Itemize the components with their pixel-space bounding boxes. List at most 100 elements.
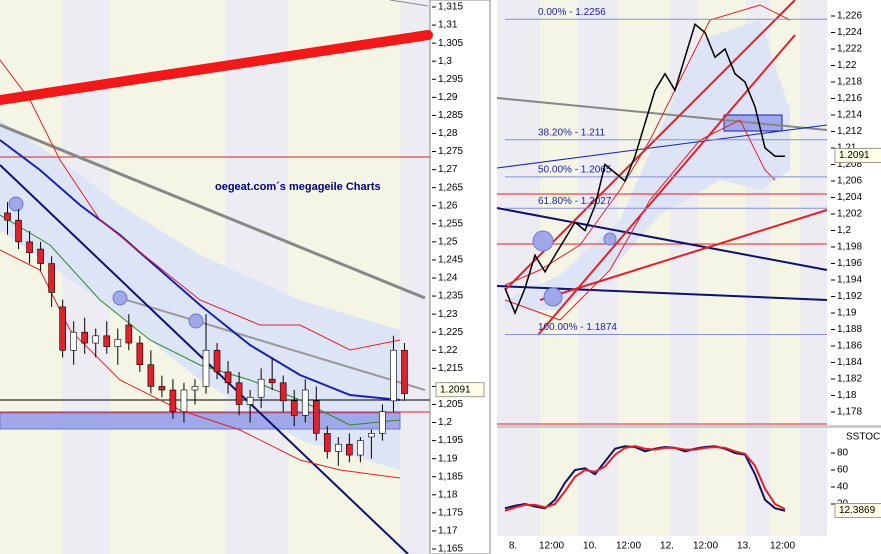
candle-body <box>59 306 66 351</box>
y-tick-label: 1,305 <box>438 38 463 49</box>
y-tick-label: 1,165 <box>438 544 463 554</box>
y-tick-label: 1,194 <box>837 275 862 286</box>
candle-body <box>246 396 254 405</box>
fib-label: 100.00% - 1.1874 <box>538 322 617 333</box>
candle-body <box>4 212 11 221</box>
y-tick-label: 1,205 <box>438 399 463 410</box>
candle-body <box>390 349 397 402</box>
y-tick-label: 1,214 <box>837 110 862 121</box>
y-tick-label: 1,275 <box>438 146 463 157</box>
x-tick-label: 12:00 <box>770 541 795 552</box>
candle-body <box>279 382 287 402</box>
price-label: 1.2091 <box>839 150 870 161</box>
y-tick-label: 1,3 <box>438 56 452 67</box>
x-tick-label: 12:00 <box>539 541 564 552</box>
candle-body <box>268 378 276 384</box>
y-tick-label: 1,22 <box>438 345 458 356</box>
price-label: 12.3869 <box>839 505 876 516</box>
candle-body <box>401 349 408 394</box>
y-tick-label: 1,24 <box>438 273 458 284</box>
y-tick-label: 1,198 <box>837 242 862 253</box>
candle-body <box>37 248 44 264</box>
x-tick-label: 12. <box>660 541 674 552</box>
y-tick-label: 1,192 <box>837 291 862 302</box>
candle-body <box>335 443 342 452</box>
osc-title: SSTOC <box>846 432 880 443</box>
price-line <box>504 445 786 512</box>
candle-body <box>323 433 331 452</box>
candle-body <box>114 339 122 347</box>
y-tick-label: 80 <box>837 448 849 459</box>
y-tick-label: 1,224 <box>837 27 862 38</box>
candle-body <box>202 349 210 387</box>
candle-body <box>379 411 386 434</box>
y-tick-label: 1,226 <box>837 11 862 22</box>
x-tick-label: 12:00 <box>693 541 718 552</box>
y-tick-label: 1,2 <box>438 417 452 428</box>
candle-body <box>290 400 298 416</box>
candle-body <box>147 364 155 387</box>
y-tick-label: 1,285 <box>438 110 463 121</box>
y-tick-label: 1,178 <box>837 407 862 418</box>
candle-body <box>357 440 364 456</box>
y-tick-label: 1,202 <box>837 209 862 220</box>
right-axis-bg <box>829 0 881 425</box>
y-tick-label: 60 <box>837 465 849 476</box>
y-tick-label: 1,208 <box>837 159 862 170</box>
x-tick-label: 10. <box>583 541 597 552</box>
y-tick-label: 1,235 <box>438 291 463 302</box>
candle-body <box>257 378 265 398</box>
y-tick-label: 1,184 <box>837 357 862 368</box>
candle-body <box>368 433 375 438</box>
y-tick-label: 1,186 <box>837 341 862 352</box>
y-tick-label: 1,206 <box>837 176 862 187</box>
y-tick-label: 1,25 <box>438 237 458 248</box>
price-box <box>435 382 485 398</box>
candle-body <box>235 382 243 405</box>
candle-body <box>26 241 33 254</box>
y-tick-label: 1,2 <box>837 225 851 236</box>
y-tick-label: 1,18 <box>438 489 458 500</box>
y-tick-label: 1,216 <box>837 93 862 104</box>
candle-body <box>213 349 221 373</box>
price-box <box>834 502 881 518</box>
candle-body <box>15 219 22 243</box>
y-tick-label: 1,19 <box>837 308 857 319</box>
x-tick-label: 8. <box>509 541 517 552</box>
candle-body <box>125 324 133 344</box>
osc-axis-bg <box>829 428 881 536</box>
y-tick-label: 1,212 <box>837 126 862 137</box>
price-box <box>834 147 881 163</box>
y-tick-label: 1,255 <box>438 218 463 229</box>
candle-body <box>180 389 188 412</box>
y-tick-label: 40 <box>837 482 849 493</box>
y-tick-label: 1,225 <box>438 327 463 338</box>
candle-body <box>301 389 309 416</box>
candle-body <box>158 386 166 391</box>
y-tick-label: 1,185 <box>438 471 463 482</box>
price-label: 1.2091 <box>440 384 471 395</box>
candle-body <box>92 335 100 344</box>
fib-label: 50.00% - 1.2065 <box>538 165 612 176</box>
y-tick-label: 1,28 <box>438 128 458 139</box>
y-tick-label: 1,245 <box>438 255 463 266</box>
fib-label: 0.00% - 1.2256 <box>538 7 606 18</box>
y-tick-label: 1,295 <box>438 74 463 85</box>
y-tick-label: 1,222 <box>837 44 862 55</box>
right-indicators <box>496 0 828 425</box>
y-tick-label: 1,22 <box>837 60 857 71</box>
candle-body <box>81 331 89 344</box>
annotation: oegeat.com´s megageile Charts <box>215 181 381 193</box>
y-tick-label: 1,19 <box>438 453 458 464</box>
candle-body <box>224 371 232 384</box>
y-tick-label: 1,218 <box>837 77 862 88</box>
candle-body <box>103 335 111 347</box>
y-tick-label: 1,26 <box>438 200 458 211</box>
candle-body <box>169 389 177 412</box>
y-tick-label: 1,17 <box>438 526 458 537</box>
candle-body <box>191 386 199 391</box>
x-tick-label: 12:00 <box>616 541 641 552</box>
price-line <box>504 445 786 512</box>
candle-body <box>136 342 144 366</box>
